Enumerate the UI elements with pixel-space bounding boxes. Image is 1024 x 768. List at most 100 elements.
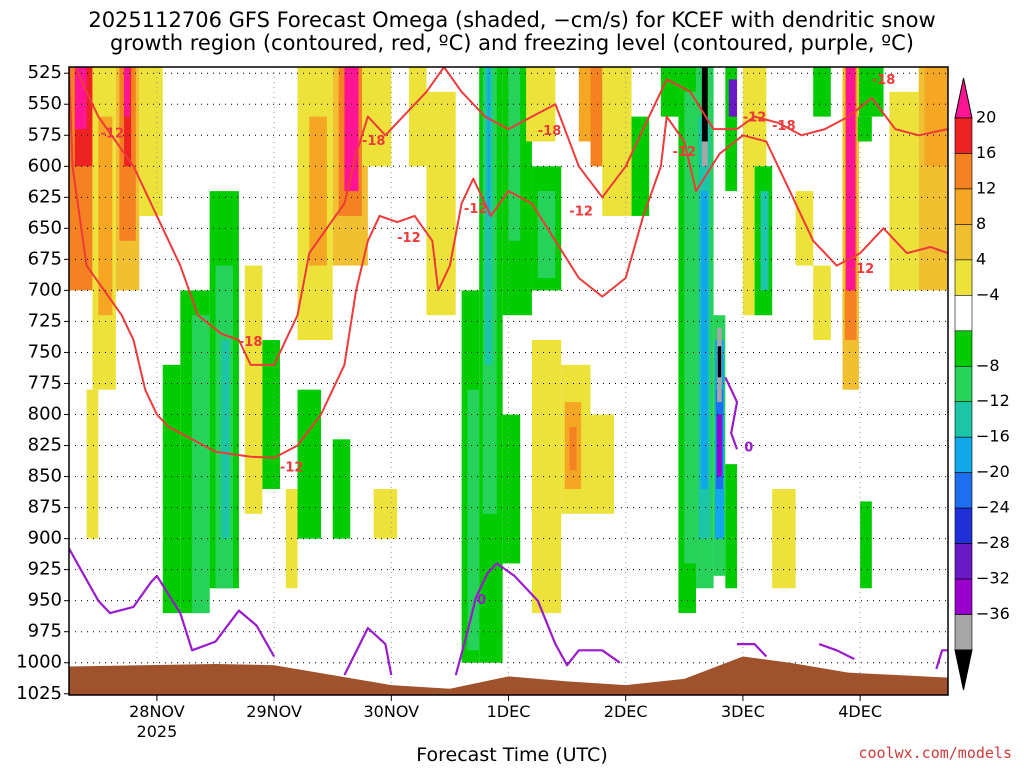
omega-cell-63 (717, 414, 722, 477)
colorbar-segment-8 (954, 365, 973, 403)
colorbar-segment-13 (954, 543, 973, 580)
omega-cell-38 (508, 67, 521, 241)
y-tick-label-12: 825 (28, 435, 62, 456)
colorbar: 20 16 12 8 4 −4 −8 −12 −16 −20 −24 −28 −32 −36 (954, 77, 1010, 691)
y-tick-label-20: 1025 (16, 683, 62, 704)
freezing-contour-label-0: 0 (477, 593, 486, 608)
contour-label-layer: -12 -18 -12 -12 -18 -12 -12 -12 -18 -18 -12 -18 -12 0… (101, 73, 896, 608)
colorbar-segment-6 (954, 295, 973, 332)
y-tick-label-14: 875 (28, 497, 62, 518)
dgz-contour-label-3: -12 (464, 202, 488, 217)
omega-cell-8 (124, 67, 130, 117)
y-tick-label-6: 675 (28, 248, 62, 269)
colorbar-label-1: 16 (976, 143, 996, 162)
omega-cell-30 (426, 91, 456, 316)
colorbar-segment-15 (954, 614, 973, 651)
freezing-contour-3 (724, 376, 739, 450)
colorbar-segment-3 (954, 188, 973, 225)
colorbar-label-11: −28 (976, 533, 1010, 552)
omega-cell-26 (332, 439, 351, 539)
omega-cell-11 (162, 364, 181, 614)
source-credit: coolwx.com/models (858, 744, 1012, 762)
omega-shading-layer (69, 67, 948, 663)
y-tick-label-19: 1000 (16, 652, 62, 673)
x-tick-label-6: 4DEC (838, 702, 882, 721)
freezing-contour-0 (69, 547, 276, 658)
omega-cell-10 (86, 389, 99, 539)
dgz-contour-label-1: -18 (362, 134, 386, 149)
omega-cell-13 (192, 315, 210, 614)
y-tick-label-15: 900 (28, 528, 62, 549)
y-tick-label-8: 725 (28, 310, 62, 331)
colorbar-label-8: −16 (976, 427, 1010, 446)
chart-title-line-1: 2025112706 GFS Forecast Omega (shaded, −… (88, 8, 936, 32)
dgz-contour--12-0 (69, 67, 948, 459)
y-tick-label-5: 650 (28, 217, 62, 238)
omega-cell-78 (846, 67, 856, 291)
omega-cell-42 (526, 67, 556, 142)
dgz-contour-label-8: -18 (772, 119, 796, 134)
freezing-contour-4 (737, 643, 768, 658)
x-tick-label-1: 29NOV (246, 702, 302, 721)
y-tick-label-9: 750 (28, 341, 62, 362)
freezing-contour-5 (818, 643, 855, 660)
omega-cell-17 (244, 265, 263, 514)
y-tick-label-2: 575 (28, 124, 62, 145)
grid-layer (69, 67, 948, 695)
dgz-contour-label-9: -18 (872, 73, 896, 88)
y-tick-label-3: 600 (28, 155, 62, 176)
omega-cell-43 (531, 340, 562, 614)
colorbar-segment-5 (954, 259, 973, 296)
omega-cell-9 (139, 67, 163, 216)
omega-cell-51 (631, 116, 650, 216)
colorbar-segment-7 (954, 330, 973, 367)
dgz-contour-label-6: -12 (673, 145, 697, 160)
x-tick-sublabel-0: 2025 (137, 722, 178, 741)
colorbar-label-12: −32 (976, 569, 1010, 588)
omega-cell-32 (467, 389, 480, 651)
terrain-fill (69, 656, 948, 695)
x-tick-label-2: 30NOV (364, 702, 420, 721)
dgz-contour-label-4: -18 (538, 124, 562, 139)
colorbar-segment-16 (954, 649, 973, 691)
colorbar-label-9: −20 (976, 462, 1010, 481)
omega-cell-2 (74, 67, 87, 130)
chart-title-line-2: growth region (contoured, red, ºC) and f… (110, 31, 914, 55)
y-tick-label-10: 775 (28, 372, 62, 393)
omega-cell-27 (362, 67, 392, 167)
omega-cell-54 (684, 91, 697, 564)
colorbar-segment-0 (954, 77, 973, 119)
x-tick-label-5: 3DEC (721, 702, 765, 721)
omega-cell-59 (701, 141, 708, 167)
omega-cell-47 (590, 414, 614, 514)
dgz-contour-label-0: -12 (101, 127, 125, 142)
omega-cell-18 (262, 340, 280, 489)
omega-cell-68 (725, 464, 738, 589)
freezing-contour-1 (343, 626, 393, 676)
colorbar-segment-4 (954, 224, 973, 261)
omega-cell-57 (700, 191, 708, 489)
omega-cell-50 (602, 67, 632, 216)
colorbar-segment-12 (954, 507, 973, 544)
colorbar-label-2: 12 (976, 178, 996, 197)
dgz-contour-label-5: -12 (569, 205, 593, 220)
y-tick-label-11: 800 (28, 404, 62, 425)
colorbar-label-13: −36 (976, 604, 1010, 623)
freezing-level-layer (69, 376, 948, 676)
colorbar-segment-2 (954, 153, 973, 190)
omega-cell-20 (297, 389, 321, 539)
omega-cell-41 (537, 191, 556, 278)
x-axis-label: Forecast Time (UTC) (416, 744, 608, 766)
omega-cell-73 (795, 191, 814, 266)
y-tick-label-1: 550 (28, 93, 62, 114)
omega-cell-16 (221, 340, 230, 539)
dgz-contour-layer (69, 67, 948, 459)
x-tick-label-0: 28NOV (129, 702, 185, 721)
colorbar-segment-10 (954, 436, 973, 473)
colorbar-segment-11 (954, 472, 973, 509)
freezing-contour-6 (935, 649, 948, 670)
axes-layer: 525 550 575 600 625 650 675 700 725 750 775 800 825 8… (16, 62, 949, 741)
dgz-contour-label-2: -12 (397, 231, 421, 246)
dgz-contour--18-1 (73, 67, 948, 366)
